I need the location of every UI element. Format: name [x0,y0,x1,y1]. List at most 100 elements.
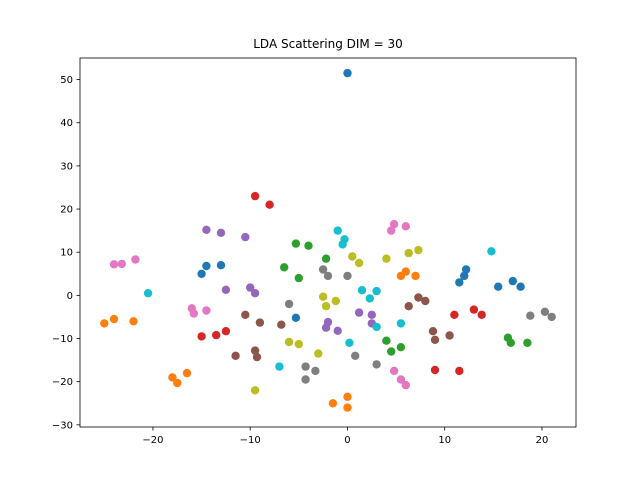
data-point [357,286,367,295]
data-point [404,302,413,311]
data-point [129,317,138,326]
data-point [109,314,119,324]
data-point [250,346,260,355]
data-point [284,337,294,347]
data-point [202,261,211,271]
data-point [221,327,231,336]
y-tick-label: 50 [60,75,73,86]
plot-frame [79,57,577,428]
data-point [221,285,231,294]
y-tick-label: −30 [52,420,73,431]
data-point [372,286,381,296]
data-point [202,306,211,315]
data-point [506,338,515,347]
data-point [331,296,340,306]
data-point [284,299,294,309]
data-point [189,309,198,318]
data-point [365,294,374,303]
data-point [294,273,303,283]
data-point [494,282,503,291]
data-point [131,255,140,264]
data-point [367,310,376,319]
data-point [348,252,357,261]
data-point [323,271,333,281]
data-point [345,338,354,347]
data-point [396,375,406,384]
data-point [414,245,423,255]
data-point [280,263,289,272]
data-point [401,222,410,231]
data-point [246,283,255,292]
data-point [396,319,406,328]
data-point [321,302,331,311]
x-axis: −20 −10 0 10 20 [142,427,548,446]
data-point [291,313,301,322]
x-tick-label: 0 [344,435,350,446]
data-point [202,225,211,234]
data-point [275,362,284,371]
data-point [277,320,286,329]
data-point [389,220,399,229]
data-point [318,292,328,301]
x-tick-label: 10 [438,435,451,446]
data-point [241,232,250,242]
data-point [328,399,338,408]
y-axis: −30 −20 −10 0 10 20 30 40 50 [52,75,80,431]
data-point [173,378,182,388]
data-point [508,276,517,286]
data-point [301,375,310,384]
data-point [333,226,342,235]
data-point [547,312,556,322]
data-point [304,241,313,250]
y-tick-label: 30 [60,161,73,172]
data-point [343,403,352,412]
data-point [216,261,226,270]
data-point [197,269,206,278]
data-point [372,360,381,369]
data-point [343,271,352,281]
data-point [404,248,413,258]
data-point [414,293,423,302]
data-point [231,351,240,360]
data-point [382,336,391,345]
y-tick-label: 10 [60,248,73,259]
data-point [445,331,454,340]
data-point [314,349,323,358]
x-tick-label: 20 [536,435,549,446]
x-tick-label: −10 [240,435,261,446]
data-point [540,307,550,316]
data-point [401,267,410,276]
data-point [343,392,352,401]
data-point [387,226,396,235]
data-point [461,265,471,274]
data-point [252,352,262,362]
data-point [343,68,352,78]
data-point [241,310,250,319]
data-point [250,191,260,201]
data-point [216,228,226,237]
data-point [477,310,486,319]
data-point [318,265,328,274]
data-point [255,318,265,327]
y-tick-label: 20 [60,205,73,216]
data-point [291,239,301,248]
data-points [100,68,556,412]
data-point [182,368,192,378]
data-point [401,380,410,390]
data-point [389,366,399,376]
data-point [311,366,320,376]
x-tick-label: −20 [142,435,163,446]
data-point [250,386,260,395]
data-point [321,323,331,332]
data-point [487,247,496,256]
data-point [396,343,406,352]
data-point [428,327,438,336]
data-point [168,373,177,382]
data-point [450,310,459,319]
chart-title: LDA Scattering DIM = 30 [253,37,403,51]
data-point [354,258,364,268]
data-point [455,366,464,376]
data-point [526,311,535,320]
data-point [109,260,119,269]
